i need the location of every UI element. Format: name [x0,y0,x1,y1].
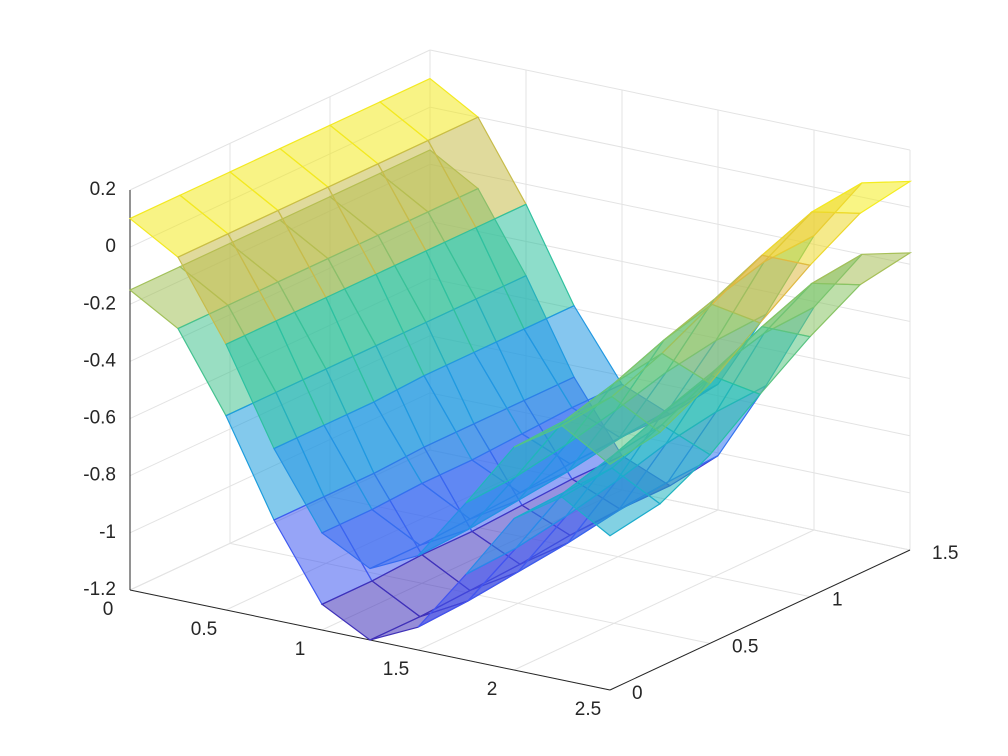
z-tick-label: -0.6 [83,408,116,429]
y-axis [609,549,911,691]
grid-line [417,509,719,651]
mesh-face [560,395,662,466]
z-tick-label: -0.2 [83,293,116,314]
z-tick-label: -1 [99,522,116,543]
x-tick-label: 2 [487,679,498,700]
grid-line [513,529,815,671]
grid-line [429,106,911,208]
z-tick-label: -0.8 [83,465,116,486]
mesh-face [809,180,913,214]
grid-line [429,49,911,151]
grid-line [129,49,431,191]
y-tick-label: 1 [832,590,843,611]
x-tick-label: 1 [295,639,306,660]
z-tick-label: 0 [105,236,116,257]
x-tick-label: 0.5 [191,619,217,640]
z-tick-label: 0.2 [90,179,116,200]
y-tick-label: 0.5 [732,636,758,657]
x-tick-label: 2.5 [575,699,601,720]
mesh-face [809,252,913,286]
z-tick-label: -1.2 [83,579,116,600]
y-tick-label: 1.5 [932,543,958,564]
z-tick-label: -0.4 [83,350,116,371]
mesh-face [760,211,862,266]
x-tick-label: 1.5 [383,659,409,680]
mesh-face [560,467,662,537]
x-tick-label: 0 [103,599,114,620]
y-tick-label: 0 [632,683,643,704]
